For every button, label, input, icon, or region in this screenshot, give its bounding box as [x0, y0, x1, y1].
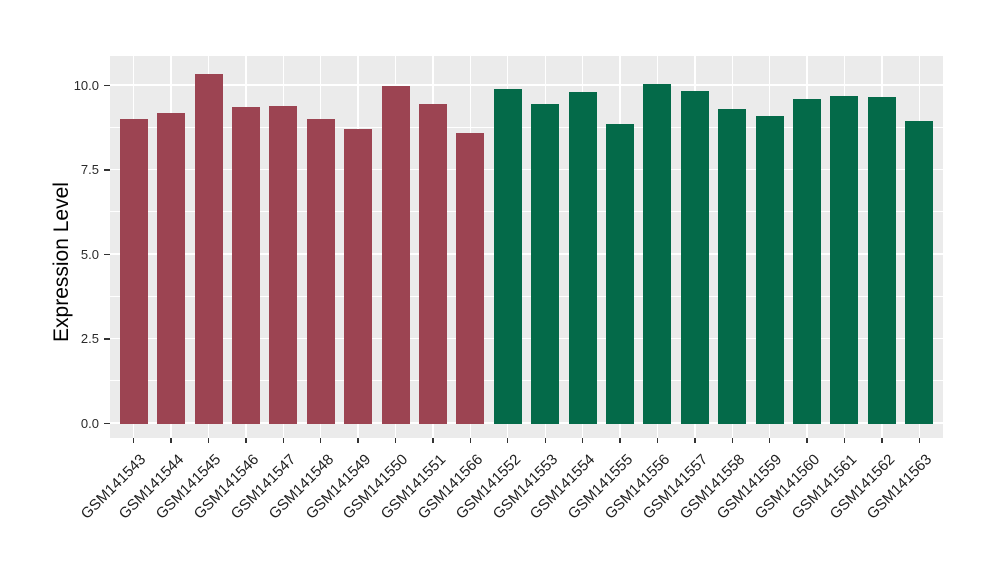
x-tick-mark [282, 438, 285, 443]
x-tick-mark [170, 438, 172, 443]
bar-GSM141544 [157, 112, 186, 424]
x-tick-mark [544, 438, 546, 443]
bar-GSM141554 [568, 92, 597, 424]
x-tick-mark [207, 438, 210, 443]
bar-GSM141546 [231, 107, 260, 424]
bar-GSM141560 [793, 99, 822, 424]
bar-GSM141552 [493, 88, 522, 424]
bar-GSM141557 [680, 90, 709, 424]
bar-GSM141556 [643, 83, 672, 424]
y-gridline-minor [110, 295, 943, 297]
y-tick-label: 2.5 [80, 331, 99, 346]
plot-panel [110, 56, 943, 438]
y-tick-label: 5.0 [80, 246, 99, 262]
y-gridline-major [110, 253, 943, 255]
x-tick-mark [881, 438, 883, 443]
x-tick-mark [469, 438, 472, 443]
x-tick-mark [694, 438, 696, 443]
x-tick-mark [507, 438, 509, 443]
x-tick-mark [619, 438, 621, 443]
bar-GSM141561 [830, 95, 859, 424]
y-gridline-major [110, 168, 943, 170]
y-gridline-major [110, 337, 943, 339]
y-gridline-minor [110, 126, 943, 128]
x-tick-mark [918, 438, 920, 443]
y-gridline-minor [110, 380, 943, 382]
x-tick-mark [133, 438, 135, 443]
bar-GSM141551 [418, 104, 447, 424]
bar-GSM141555 [606, 124, 635, 424]
x-tick-mark [806, 438, 808, 443]
x-tick-mark [656, 438, 659, 443]
y-gridline-major [110, 422, 943, 424]
y-tick-mark [104, 253, 110, 256]
x-tick-mark [581, 438, 584, 443]
x-tick-mark [357, 438, 359, 443]
y-tick-label: 10.0 [73, 77, 99, 93]
bar-GSM141559 [755, 115, 784, 424]
y-tick-mark [104, 169, 110, 171]
y-gridline-major [110, 84, 943, 86]
bar-GSM141553 [531, 104, 560, 424]
y-tick-mark [104, 422, 110, 425]
y-tick-mark [104, 84, 110, 87]
bar-GSM141549 [344, 129, 373, 424]
bar-GSM141547 [269, 105, 298, 424]
bar-GSM141563 [905, 121, 934, 424]
x-tick-mark [245, 438, 247, 443]
x-tick-mark [768, 438, 771, 443]
x-tick-mark [843, 438, 846, 443]
bar-GSM141543 [119, 119, 148, 424]
y-tick-mark [104, 338, 110, 340]
x-tick-mark [394, 438, 397, 443]
x-tick-mark [432, 438, 434, 443]
bar-GSM141566 [456, 132, 485, 424]
bar-GSM141558 [718, 109, 747, 424]
bar-GSM141545 [194, 73, 223, 424]
y-tick-label: 0.0 [80, 415, 99, 431]
bar-GSM141548 [306, 119, 335, 424]
x-tick-mark [731, 438, 733, 443]
bar-GSM141550 [381, 85, 410, 424]
x-tick-mark [320, 438, 322, 443]
bar-GSM141562 [867, 97, 896, 424]
y-tick-label: 7.5 [80, 162, 99, 177]
y-gridline-minor [110, 211, 943, 213]
